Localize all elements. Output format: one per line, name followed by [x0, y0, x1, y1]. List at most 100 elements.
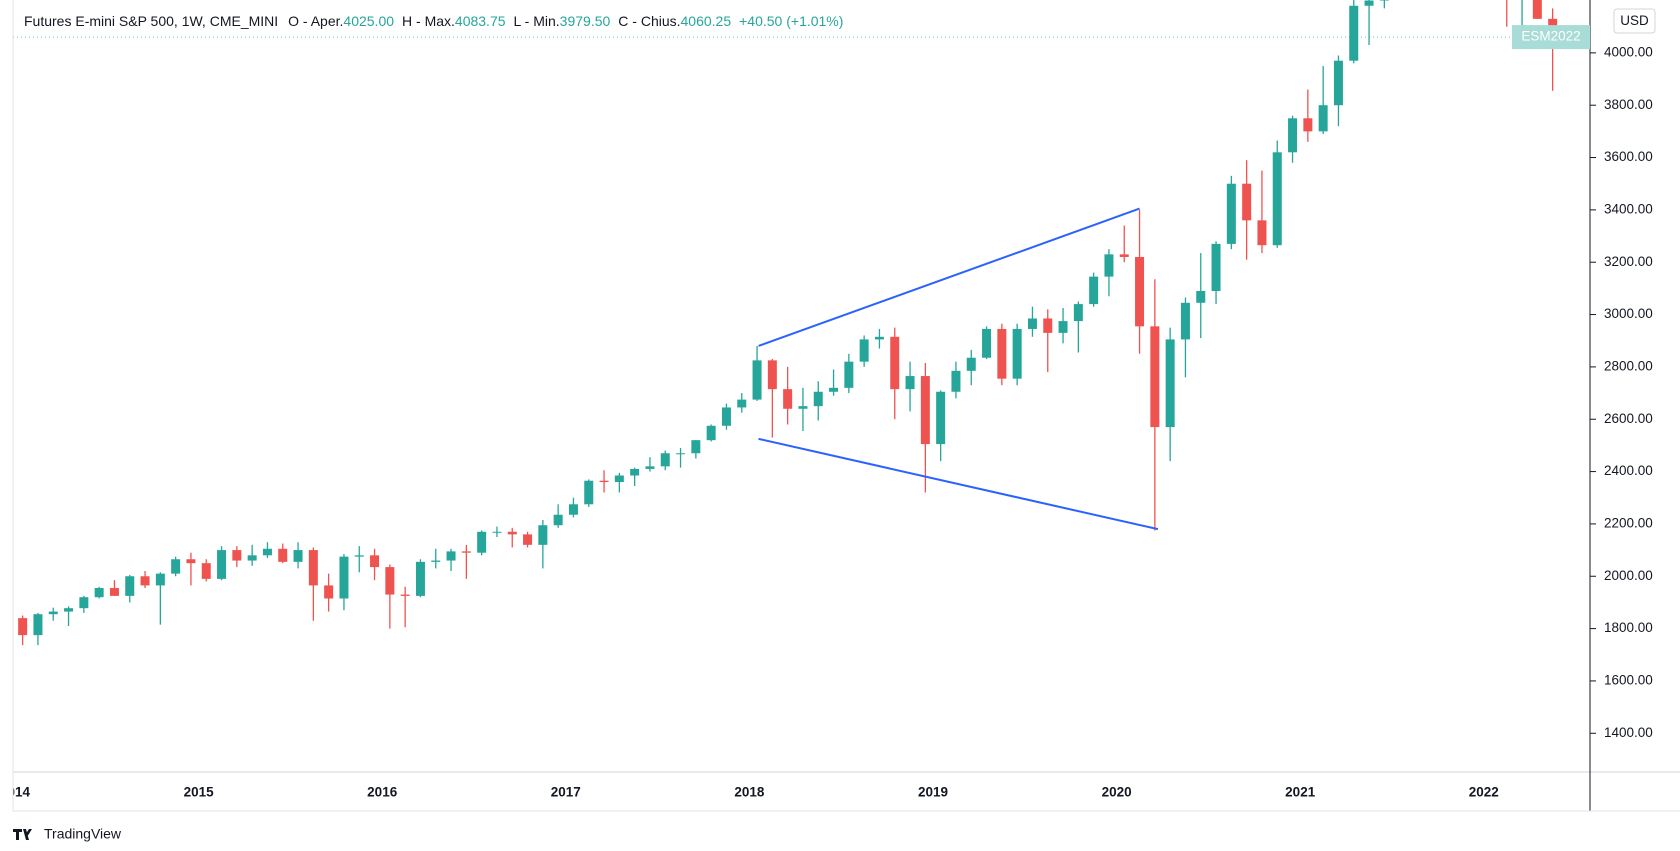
y-tick-label: 2000.00 [1604, 568, 1653, 583]
legend-key: H - Max. [402, 13, 455, 29]
y-tick-label: 2400.00 [1604, 463, 1653, 478]
candle-body [1165, 339, 1175, 428]
candle-body [186, 559, 196, 564]
candle-body [1027, 318, 1037, 329]
candle-body [33, 614, 43, 636]
y-tick-label: 3000.00 [1604, 306, 1653, 321]
y-tick-label: 4000.00 [1604, 44, 1653, 59]
candle-body [1043, 318, 1053, 333]
symbol-badge-label: ESM2022 [1521, 29, 1580, 44]
candle-body [783, 389, 793, 409]
candle-body [920, 376, 930, 445]
candle-body [125, 576, 135, 596]
candle-body [905, 376, 915, 390]
legend-value: 4083.75 [455, 13, 506, 29]
legend: Futures E-mini S&P 500, 1W, CME_MINI O - … [24, 13, 843, 29]
candle-body [339, 556, 349, 599]
candle-body [64, 608, 74, 612]
branding: TradingView [13, 826, 122, 842]
y-tick-label: 3400.00 [1604, 201, 1653, 216]
legend-value: 4025.00 [343, 13, 394, 29]
candle-body [1104, 254, 1114, 277]
candle-body [798, 406, 808, 409]
candle-body [997, 328, 1007, 379]
candle-body [1272, 152, 1282, 246]
candle-body [109, 588, 119, 596]
x-tick-label: 2019 [918, 785, 948, 800]
currency-label[interactable]: USD [1620, 13, 1649, 28]
candle-body [737, 399, 747, 408]
symbol-badge [1512, 25, 1590, 50]
candle-body [951, 370, 961, 392]
brand-name: TradingView [44, 826, 122, 842]
candle-body [844, 361, 854, 388]
candle-body [982, 328, 992, 358]
candle-body [1073, 304, 1083, 322]
candle-body [752, 360, 762, 400]
candle-body [1211, 243, 1221, 292]
candle-body [676, 453, 686, 455]
candle-body [523, 534, 533, 545]
candle-body [1058, 321, 1068, 333]
candle-body [706, 425, 716, 441]
x-tick-label: 2016 [367, 785, 398, 800]
candle-body [79, 597, 89, 609]
candle-body [584, 480, 594, 505]
candle-body [324, 585, 334, 599]
legend-title: Futures E-mini S&P 500, 1W, CME_MINI [24, 13, 278, 29]
candle-body [767, 360, 777, 390]
trendline [758, 207, 1140, 347]
candle-body [1364, 0, 1374, 6]
candle-body [155, 573, 165, 586]
candle-body [538, 525, 548, 545]
candle-body [1379, 0, 1389, 1]
candle-body [171, 559, 181, 574]
candle-body [721, 407, 731, 426]
candle-body [1303, 118, 1313, 132]
legend-value: 3979.50 [560, 13, 611, 29]
y-tick-label: 3800.00 [1604, 97, 1653, 112]
candle-body [400, 594, 410, 596]
candle-body [477, 531, 487, 553]
candle-body [1333, 60, 1343, 106]
candle-body [1012, 328, 1022, 379]
candle-body [568, 504, 578, 515]
legend-value: 4060.25 [681, 13, 732, 29]
candle-body [446, 551, 456, 561]
time-axis: 2014 2015 2016 2017 2018 2019 2020 2021 2022 [13, 785, 1499, 800]
candle-body [660, 453, 670, 467]
candle-body [890, 336, 900, 390]
currency-button[interactable] [1613, 8, 1656, 34]
candle-body [461, 551, 471, 553]
candle-body [431, 560, 441, 562]
candle-body [829, 387, 839, 392]
y-tick-label: 1800.00 [1604, 620, 1653, 635]
trendline [758, 437, 1159, 531]
candle-body [293, 550, 303, 562]
x-tick-label: 2017 [551, 785, 581, 800]
candle-body [966, 357, 976, 371]
y-tick-label: 2800.00 [1604, 358, 1653, 373]
candle-body [278, 548, 288, 562]
y-tick-label: 1400.00 [1604, 725, 1653, 740]
candle-body [1150, 326, 1160, 428]
candle-body [354, 555, 364, 557]
candle-body [370, 555, 380, 568]
candle-body [553, 514, 563, 526]
y-tick-label: 2600.00 [1604, 411, 1653, 426]
candle-body [247, 555, 257, 561]
candle-body [813, 391, 823, 407]
candle-body [1119, 254, 1129, 257]
legend-key: L - Min. [514, 13, 560, 29]
candle-body [1288, 118, 1298, 153]
candle-body [599, 480, 609, 483]
candle-body [308, 550, 318, 586]
candle-body [507, 531, 517, 535]
candle-body [1349, 5, 1359, 61]
x-tick-label: 2018 [734, 785, 765, 800]
candle-body [232, 550, 242, 561]
candle-body [614, 475, 624, 483]
candle-body [262, 548, 272, 556]
candle-body [1226, 183, 1236, 244]
